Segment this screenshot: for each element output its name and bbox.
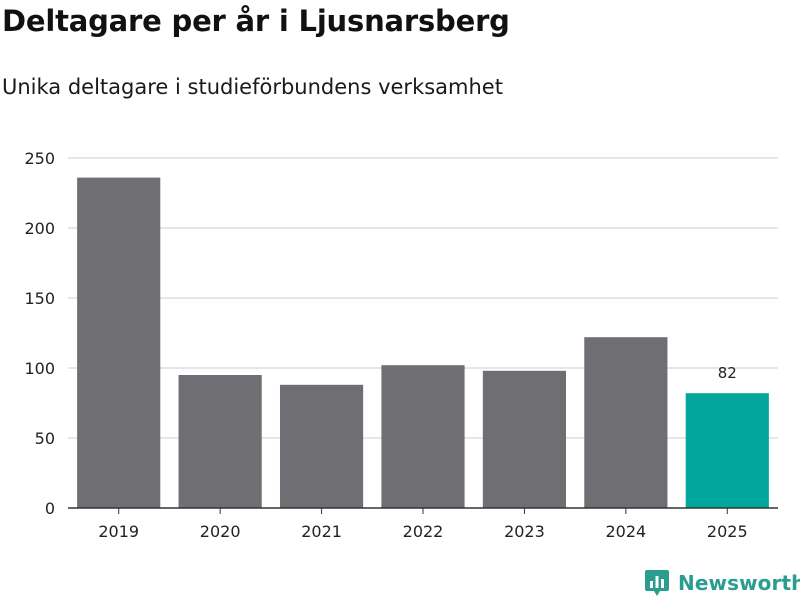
y-tick-label: 50 [35,429,55,448]
y-tick-label: 150 [24,289,55,308]
bar-2021 [279,384,364,508]
x-tick-label: 2022 [403,522,444,541]
bar-2023 [482,370,567,508]
newsworthy-brand: Newsworthy [644,568,800,598]
y-tick-label: 0 [45,499,55,518]
data-label-2025: 82 [718,364,737,382]
bar-2020 [178,375,262,508]
chart-title: Deltagare per år i Ljusnarsberg [2,4,510,38]
bar-2024 [584,337,668,508]
bar-2022 [381,365,465,508]
x-tick-label: 2021 [301,522,342,541]
x-tick-label: 2019 [98,522,139,541]
y-tick-label: 200 [24,219,55,238]
x-tick-label: 2024 [605,522,646,541]
y-tick-label: 100 [24,359,55,378]
bar-2019 [77,177,161,508]
brand-name: Newsworthy [678,571,800,595]
x-tick-label: 2020 [200,522,241,541]
chart-subtitle: Unika deltagare i studieförbundens verks… [2,75,503,99]
x-tick-label: 2023 [504,522,545,541]
bar-2025 [685,393,769,508]
x-tick-label: 2025 [707,522,748,541]
y-tick-label: 250 [24,149,55,168]
newsworthy-logo-icon [645,570,669,596]
